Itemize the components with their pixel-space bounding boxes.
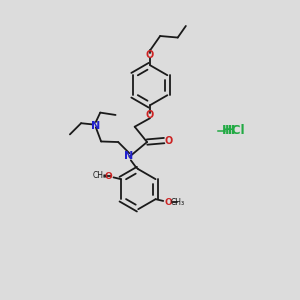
- Text: O: O: [164, 198, 172, 207]
- Text: H: H: [225, 124, 235, 137]
- Text: HCl: HCl: [222, 124, 246, 137]
- Text: N: N: [91, 121, 101, 130]
- Text: O: O: [164, 136, 172, 146]
- Text: CH₃: CH₃: [170, 198, 184, 207]
- Text: CH₃: CH₃: [93, 171, 107, 180]
- Text: O: O: [146, 110, 154, 120]
- Text: O: O: [146, 50, 154, 61]
- Text: O: O: [105, 172, 112, 181]
- Text: N: N: [124, 152, 134, 161]
